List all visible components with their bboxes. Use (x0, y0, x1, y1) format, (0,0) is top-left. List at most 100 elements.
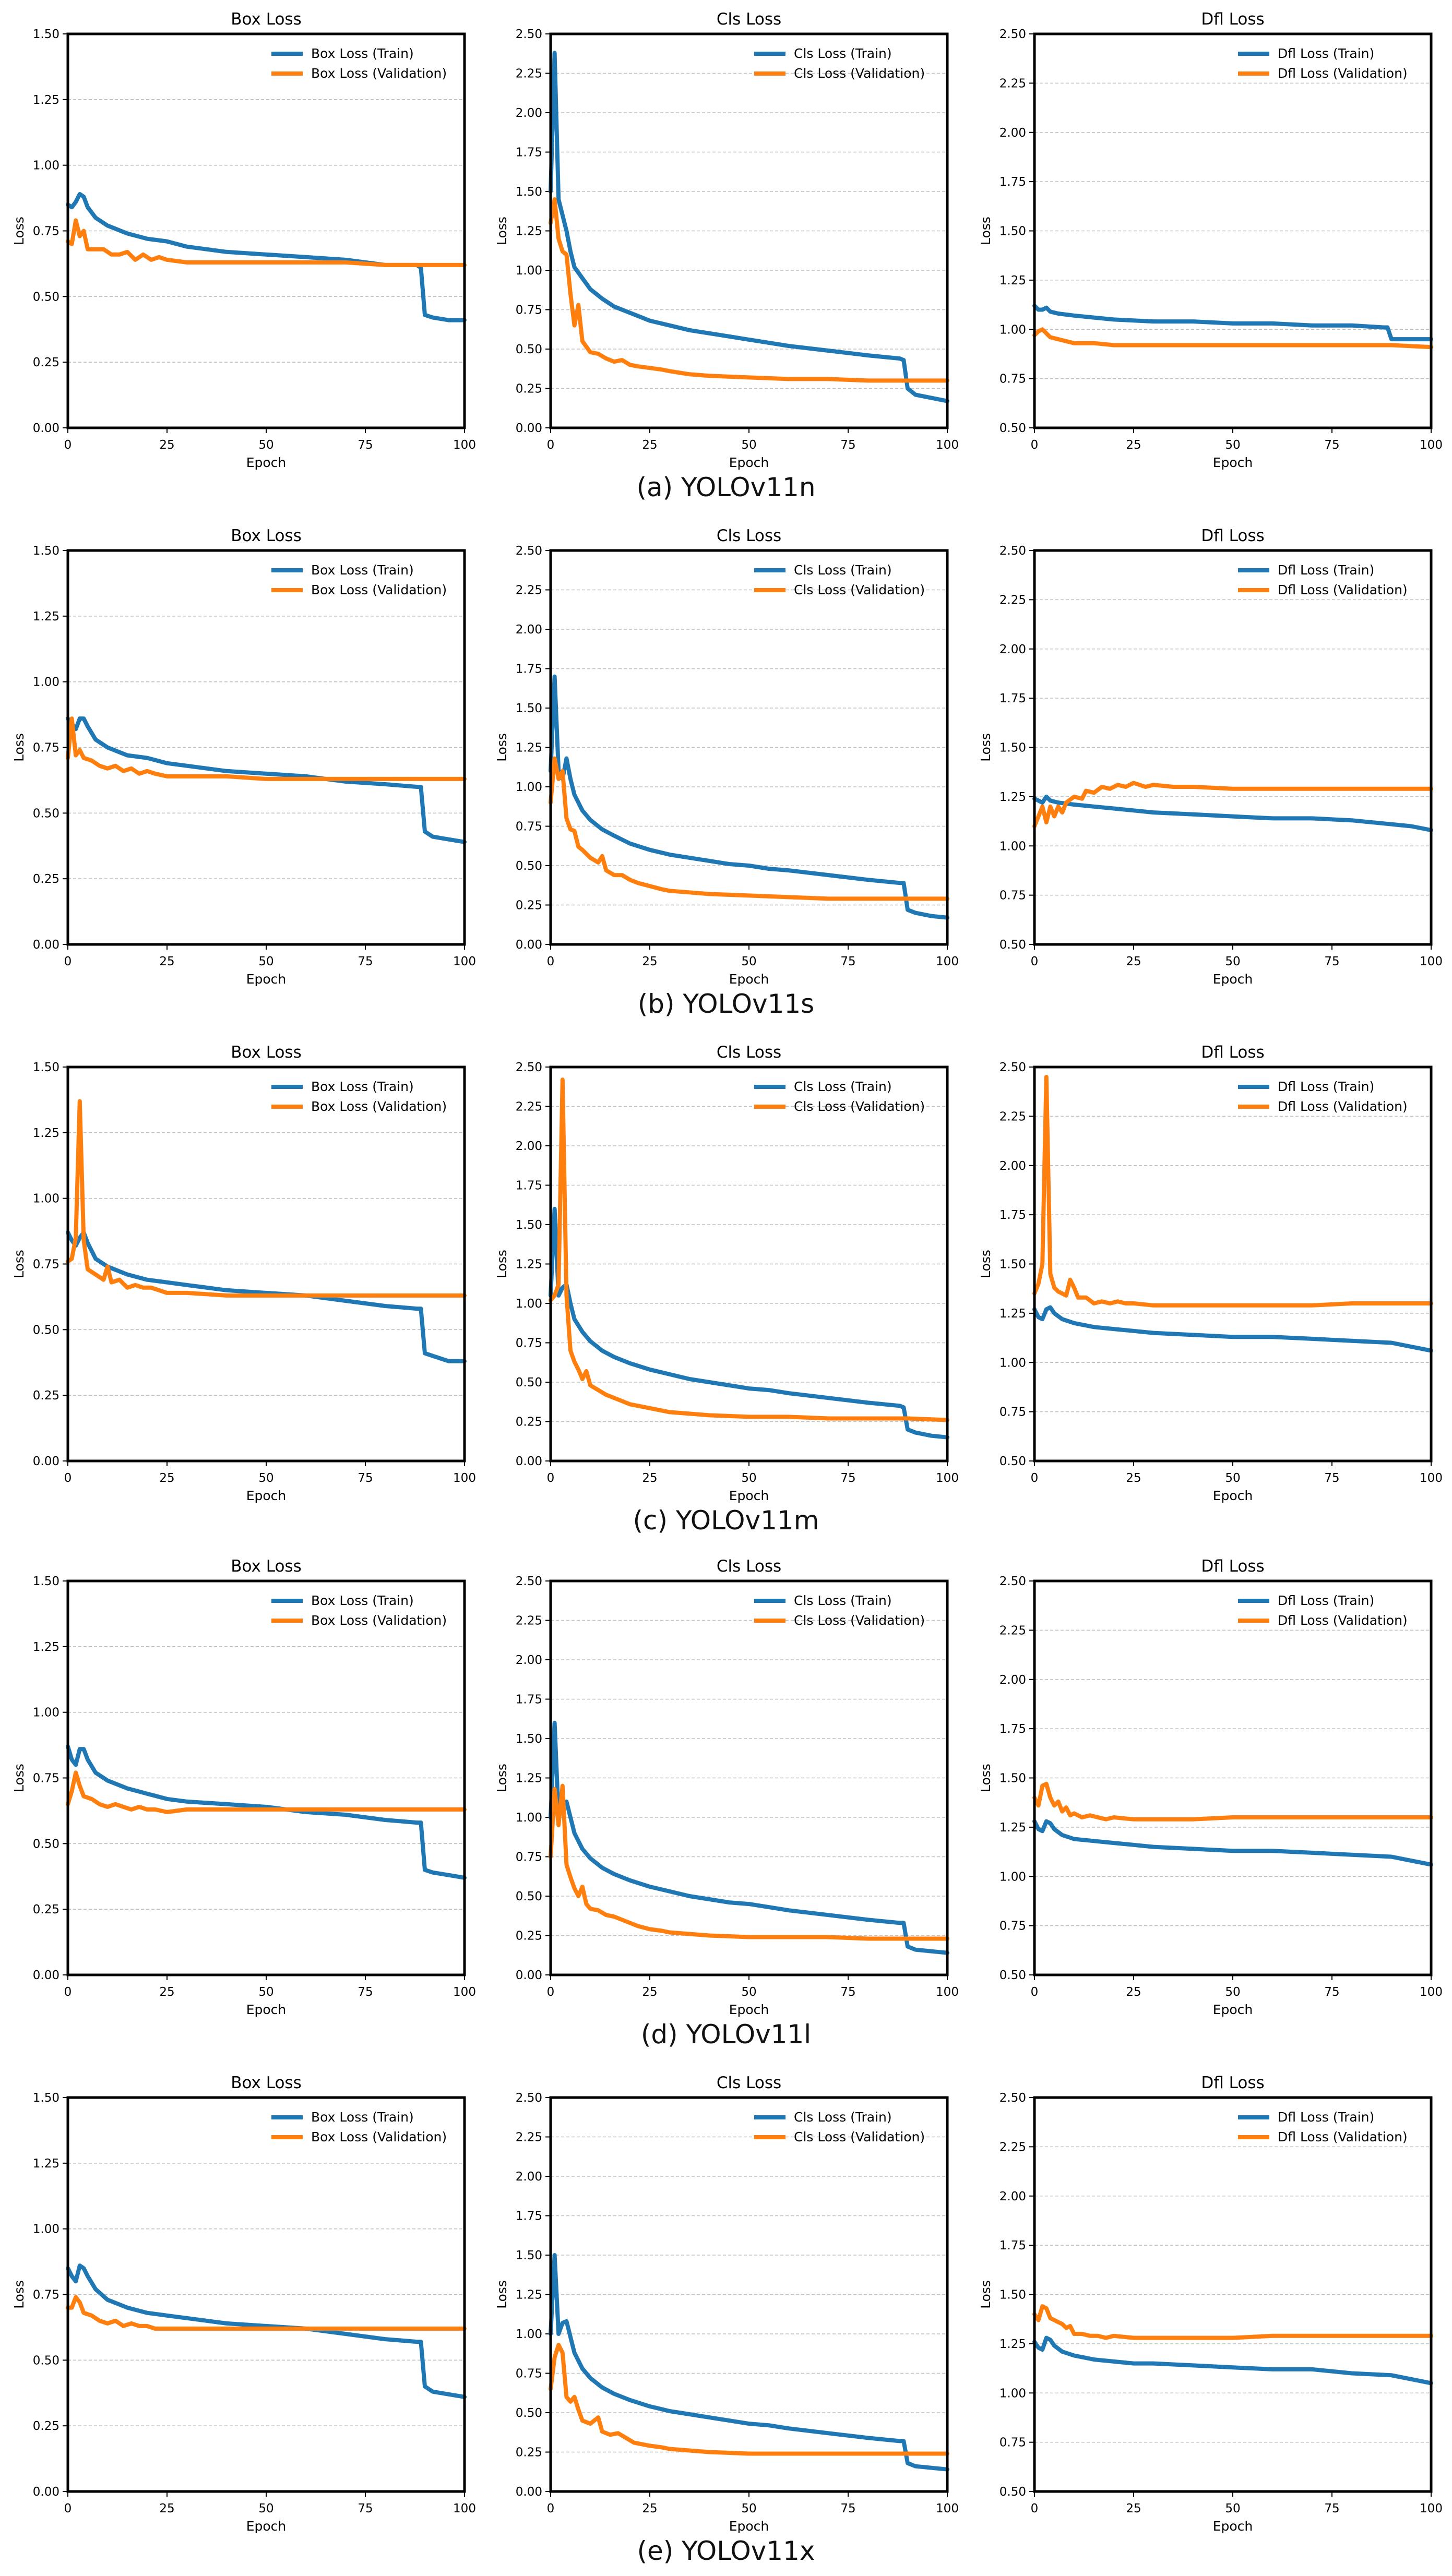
series-line-train (549, 2253, 949, 2472)
x-tick-label: 75 (840, 1471, 855, 1485)
chart-title: Cls Loss (717, 1043, 781, 1062)
legend: Box Loss (Train) Box Loss (Validation) (271, 562, 447, 597)
plot-frame (549, 549, 949, 946)
legend: Dfl Loss (Train) Dfl Loss (Validation) (1238, 2110, 1408, 2144)
y-tick-label: 0.25 (516, 1416, 542, 1429)
y-tick-label: 2.50 (516, 2091, 542, 2105)
y-tick-label: 1.25 (999, 1307, 1026, 1321)
y-tick-label: 2.00 (516, 2170, 542, 2184)
series-line-validation (66, 716, 467, 781)
x-tick-label: 100 (1420, 955, 1443, 968)
x-axis-label: Epoch (729, 2519, 769, 2534)
y-tick-label: 2.50 (999, 544, 1026, 558)
y-tick-label: 1.00 (516, 1297, 542, 1311)
x-tick-label: 100 (453, 1985, 476, 1999)
y-tick-label: 0.25 (33, 356, 59, 369)
y-tick-label: 1.75 (999, 2239, 1026, 2252)
y-tick-label: 1.75 (999, 1208, 1026, 1222)
x-axis-label: Epoch (246, 455, 287, 470)
series-line-train (1032, 2335, 1433, 2386)
y-tick-label: 0.75 (33, 225, 59, 238)
x-tick-label: 25 (642, 955, 657, 968)
y-tick-label: 2.25 (999, 593, 1026, 607)
x-tick-label: 50 (1225, 438, 1240, 452)
x-tick-label: 100 (1420, 1985, 1443, 1999)
y-tick-label: 0.25 (33, 1903, 59, 1916)
legend: Dfl Loss (Train) Dfl Loss (Validation) (1238, 1593, 1408, 1628)
y-tick-label: 2.25 (516, 2131, 542, 2144)
x-tick-label: 25 (1126, 1985, 1141, 1999)
legend-label-train: Dfl Loss (Train) (1278, 1593, 1374, 1608)
y-tick-label: 0.25 (516, 382, 542, 396)
y-tick-label: 0.75 (33, 1258, 59, 1272)
x-tick-label: 0 (547, 1985, 555, 1999)
y-tick-label: 0.00 (516, 938, 542, 952)
x-tick-label: 25 (1126, 1471, 1141, 1485)
y-tick-label: 1.00 (33, 159, 59, 173)
y-tick-label: 0.50 (516, 859, 542, 873)
y-tick-label: 1.50 (33, 544, 59, 558)
y-tick-label: 0.50 (516, 2406, 542, 2420)
y-tick-label: 1.50 (516, 2249, 542, 2262)
chart-title: Box Loss (231, 1557, 301, 1576)
y-tick-label: 0.75 (999, 2436, 1026, 2450)
y-tick-label: 1.00 (33, 676, 59, 689)
series-line-validation (1032, 1781, 1433, 1822)
chart-title: Cls Loss (717, 1557, 781, 1576)
x-axis-label: Epoch (246, 2519, 287, 2534)
legend-label-validation: Box Loss (Validation) (311, 66, 447, 81)
y-tick-label: 2.25 (516, 1100, 542, 1114)
plot-frame (1033, 1579, 1433, 1976)
legend-label-validation: Cls Loss (Validation) (794, 1099, 925, 1114)
x-tick-label: 25 (642, 1471, 657, 1485)
legend-label-validation: Box Loss (Validation) (311, 2129, 447, 2144)
x-tick-label: 75 (840, 955, 855, 968)
legend: Dfl Loss (Train) Dfl Loss (Validation) (1238, 562, 1408, 597)
y-tick-label: 2.50 (516, 1575, 542, 1588)
y-tick-label: 1.75 (516, 2210, 542, 2223)
series-line-train (66, 2263, 467, 2399)
caption-d: (d) YOLOv11l (640, 2019, 812, 2050)
x-tick-label: 50 (258, 955, 273, 968)
y-tick-label: 0.75 (33, 741, 59, 755)
subplot-a-cls-loss: 0.00 0.25 0.50 0.75 1.00 1.25 1.50 1.75 2.00 2.25… (494, 10, 959, 470)
caption-b: (b) YOLOv11s (637, 989, 815, 1019)
y-tick-label: 2.25 (999, 1624, 1026, 1637)
y-axis-label: Loss (11, 217, 27, 245)
y-tick-label: 2.00 (516, 1654, 542, 1667)
subplot-c-cls-loss: 0.00 0.25 0.50 0.75 1.00 1.25 1.50 1.75 2.00 2.25… (494, 1043, 959, 1503)
x-tick-label: 100 (936, 955, 959, 968)
y-tick-label: 2.25 (999, 1110, 1026, 1123)
subplot-a-box-loss: 0.00 0.25 0.50 0.75 1.00 1.25 1.50 0 25 50 75 100 Bo… (11, 10, 476, 470)
legend-label-validation: Box Loss (Validation) (311, 1613, 447, 1628)
x-tick-label: 0 (547, 1471, 555, 1485)
y-tick-label: 1.00 (999, 2387, 1026, 2400)
y-tick-label: 2.00 (999, 2190, 1026, 2203)
y-tick-label: 0.75 (999, 1406, 1026, 1419)
y-tick-label: 1.50 (999, 2289, 1026, 2302)
x-tick-label: 50 (258, 1985, 273, 1999)
series-line-validation (66, 2295, 467, 2331)
legend-label-train: Cls Loss (Train) (794, 1079, 892, 1094)
y-tick-label: 1.00 (516, 781, 542, 794)
y-tick-label: 0.50 (33, 2354, 59, 2367)
x-tick-label: 75 (1324, 1985, 1339, 1999)
series-line-train (549, 51, 949, 403)
legend-label-train: Dfl Loss (Train) (1278, 562, 1374, 578)
x-tick-label: 75 (840, 1985, 855, 1999)
y-tick-label: 1.25 (33, 1640, 59, 1654)
plot-frame (549, 32, 949, 429)
chart-title: Box Loss (231, 2074, 301, 2092)
x-tick-label: 75 (358, 2502, 373, 2515)
x-tick-label: 100 (453, 2502, 476, 2515)
y-axis-label: Loss (978, 1250, 993, 1278)
x-tick-label: 50 (1225, 1471, 1240, 1485)
x-tick-label: 0 (1031, 2502, 1039, 2515)
y-tick-label: 0.75 (516, 820, 542, 834)
subplot-e-box-loss: 0.00 0.25 0.50 0.75 1.00 1.25 1.50 0 25 50 75 100 Bo… (11, 2074, 476, 2534)
legend-label-validation: Cls Loss (Validation) (794, 582, 925, 597)
x-tick-label: 50 (258, 438, 273, 452)
y-tick-label: 0.50 (516, 1890, 542, 1903)
plot-frame (66, 1579, 466, 1976)
y-tick-label: 0.25 (33, 2419, 59, 2433)
